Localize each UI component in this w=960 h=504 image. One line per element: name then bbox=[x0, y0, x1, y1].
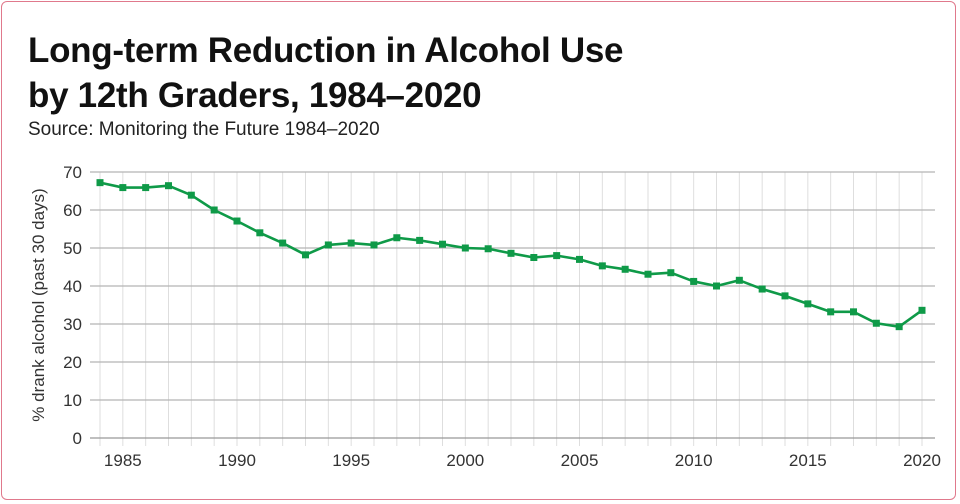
data-point bbox=[621, 265, 629, 273]
data-point bbox=[644, 270, 652, 278]
data-point bbox=[827, 308, 835, 316]
data-point bbox=[370, 241, 378, 249]
x-tick-label: 2020 bbox=[903, 451, 941, 470]
data-point bbox=[735, 276, 743, 284]
data-point bbox=[347, 239, 355, 247]
y-axis-label: % drank alcohol (past 30 days) bbox=[29, 188, 48, 421]
x-tick-label: 2015 bbox=[789, 451, 827, 470]
data-point bbox=[484, 245, 492, 253]
data-point bbox=[507, 249, 515, 257]
x-tick-label: 1990 bbox=[218, 451, 256, 470]
chart-title: Long-term Reduction in Alcohol Use by 12… bbox=[28, 28, 623, 118]
data-point bbox=[758, 285, 766, 293]
data-point bbox=[804, 300, 812, 308]
data-point bbox=[461, 244, 469, 252]
x-tick-label: 1995 bbox=[332, 451, 370, 470]
chart-subtitle: Source: Monitoring the Future 1984–2020 bbox=[28, 119, 380, 140]
y-tick-label: 20 bbox=[63, 353, 82, 372]
data-point bbox=[918, 306, 926, 314]
x-tick-label: 2005 bbox=[561, 451, 599, 470]
data-point bbox=[393, 234, 401, 242]
data-point bbox=[850, 308, 857, 316]
data-point bbox=[302, 251, 309, 259]
data-point bbox=[210, 206, 218, 214]
y-tick-label: 70 bbox=[63, 163, 82, 182]
data-point bbox=[872, 319, 880, 327]
y-tick-label: 60 bbox=[63, 201, 82, 220]
data-point bbox=[119, 184, 127, 192]
data-point bbox=[233, 217, 241, 225]
y-tick-label: 10 bbox=[63, 391, 82, 410]
data-point bbox=[781, 292, 789, 300]
y-tick-label: 50 bbox=[63, 239, 82, 258]
data-point bbox=[439, 240, 446, 248]
data-point bbox=[256, 229, 264, 237]
data-point bbox=[416, 236, 424, 244]
data-point bbox=[667, 269, 675, 277]
x-tick-label: 1985 bbox=[104, 451, 142, 470]
data-point bbox=[690, 277, 698, 285]
y-tick-label: 30 bbox=[63, 315, 82, 334]
data-point bbox=[576, 255, 583, 263]
data-point bbox=[324, 241, 332, 249]
x-tick-label: 2000 bbox=[446, 451, 484, 470]
data-point bbox=[165, 182, 172, 190]
data-point bbox=[530, 254, 538, 261]
data-point bbox=[713, 282, 720, 290]
data-point bbox=[96, 179, 104, 187]
data-point bbox=[553, 252, 561, 260]
x-tick-label: 2010 bbox=[675, 451, 713, 470]
data-point bbox=[279, 239, 287, 247]
data-point bbox=[142, 184, 150, 192]
data-point bbox=[187, 191, 195, 199]
y-tick-label: 0 bbox=[73, 429, 82, 448]
chart-title-line2: by 12th Graders, 1984–2020 bbox=[28, 76, 482, 115]
chart-title-line1: Long-term Reduction in Alcohol Use bbox=[28, 31, 624, 70]
y-tick-label: 40 bbox=[63, 277, 82, 296]
data-point bbox=[895, 323, 903, 331]
data-point bbox=[598, 262, 606, 270]
